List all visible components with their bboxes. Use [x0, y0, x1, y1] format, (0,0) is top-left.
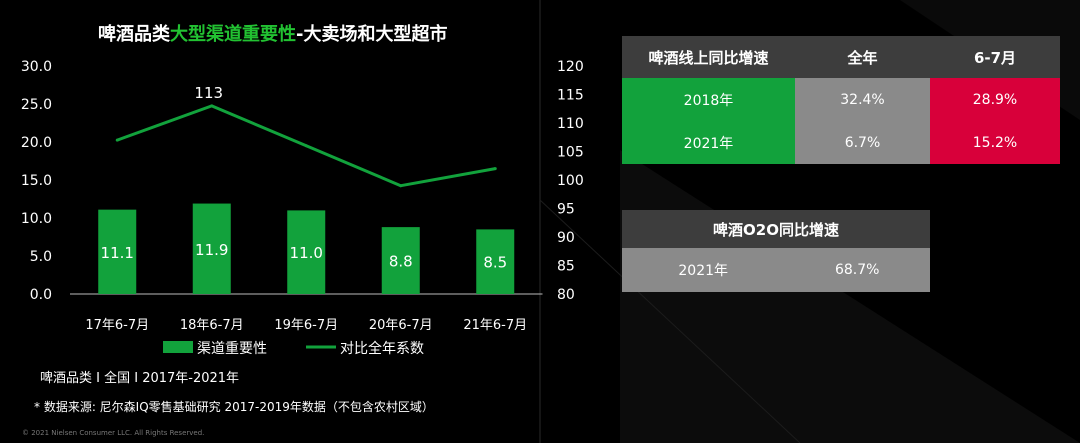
- right-axis-tick-label: 110: [557, 116, 584, 132]
- left-axis-tick-label: 20.0: [21, 135, 52, 151]
- line-point: [493, 167, 497, 171]
- bar-value-label: 11.1: [101, 244, 134, 262]
- bar-value-label: 8.5: [483, 254, 507, 272]
- bar: [476, 229, 515, 294]
- left-axis-tick-label: 0.0: [30, 287, 52, 303]
- o2o-growth-table: 啤酒O2O同比增速 2021年 68.7%: [622, 210, 930, 292]
- left-axis-tick-label: 10.0: [21, 211, 52, 227]
- legend-bar-swatch: [163, 341, 193, 353]
- chart-title: 啤酒品类大型渠道重要性-大卖场和大型超市: [98, 24, 448, 45]
- line-point: [115, 138, 119, 142]
- line-point: [399, 184, 403, 188]
- o2o-table-header: 啤酒O2O同比增速: [622, 210, 930, 248]
- right-axis-tick-label: 85: [557, 259, 575, 275]
- line-annotation-label: 113: [194, 84, 223, 102]
- right-axis-tick-label: 115: [557, 88, 584, 104]
- online-full-year-cell: 6.7%: [795, 121, 930, 164]
- legend-line-label: 对比全年系数: [340, 340, 424, 357]
- bar: [287, 210, 326, 294]
- chart-title-highlight: 大型渠道重要性: [170, 24, 296, 45]
- bar-value-label: 11.0: [290, 244, 323, 262]
- right-axis-tick-label: 100: [557, 173, 584, 189]
- o2o-year-cell: 2021年: [622, 248, 785, 292]
- x-axis-tick-label: 17年6-7月: [85, 318, 149, 333]
- bar: [381, 227, 420, 294]
- x-axis-tick-label: 20年6-7月: [369, 318, 433, 333]
- o2o-value-cell: 68.7%: [784, 248, 930, 292]
- right-axis-tick-label: 105: [557, 145, 584, 161]
- online-table-header: 6-7月: [930, 36, 1060, 78]
- o2o-table-header-row: 啤酒O2O同比增速: [622, 210, 930, 248]
- left-axis-tick-label: 5.0: [30, 249, 52, 265]
- legend-bar-label: 渠道重要性: [197, 341, 267, 357]
- bar-value-label: 11.9: [195, 241, 228, 259]
- copyright-note: © 2021 Nielsen Consumer LLC. All Rights …: [22, 429, 205, 437]
- bar-value-label: 8.8: [389, 253, 413, 271]
- x-axis-tick-label: 21年6-7月: [463, 318, 527, 333]
- source-note: * 数据来源: 尼尔森IQ零售基础研究 2017-2019年数据（不包含农村区域…: [34, 400, 434, 414]
- right-axis-tick-label: 120: [557, 59, 584, 75]
- left-axis-tick-label: 30.0: [21, 59, 52, 75]
- online-full-year-cell: 32.4%: [795, 78, 930, 121]
- x-axis-tick-label: 19年6-7月: [274, 318, 338, 333]
- online-table-header: 全年: [795, 36, 930, 78]
- online-june-july-cell: 15.2%: [930, 121, 1060, 164]
- online-table-header-row: 啤酒线上同比增速 全年 6-7月: [622, 36, 1060, 78]
- table-row: 2021年 6.7% 15.2%: [622, 121, 1060, 164]
- online-growth-table: 啤酒线上同比增速 全年 6-7月 2018年 32.4% 28.9% 2021年…: [622, 36, 1060, 164]
- bar: [98, 209, 137, 294]
- online-year-cell: 2021年: [622, 121, 795, 164]
- scope-note: 啤酒品类 I 全国 I 2017年-2021年: [40, 371, 240, 386]
- right-axis-tick-label: 80: [557, 287, 575, 303]
- right-axis-tick-label: 90: [557, 230, 575, 246]
- bar: [192, 203, 231, 294]
- table-row: 2018年 32.4% 28.9%: [622, 78, 1060, 121]
- left-axis-tick-label: 25.0: [21, 97, 52, 113]
- left-axis-tick-label: 15.0: [21, 173, 52, 189]
- online-table-header: 啤酒线上同比增速: [622, 36, 795, 78]
- line-point: [210, 104, 214, 108]
- online-june-july-cell: 28.9%: [930, 78, 1060, 121]
- line-point: [304, 144, 308, 148]
- table-row: 2021年 68.7%: [622, 248, 930, 292]
- x-axis-tick-label: 18年6-7月: [180, 318, 244, 333]
- online-year-cell: 2018年: [622, 78, 795, 121]
- right-axis-tick-label: 95: [557, 202, 575, 218]
